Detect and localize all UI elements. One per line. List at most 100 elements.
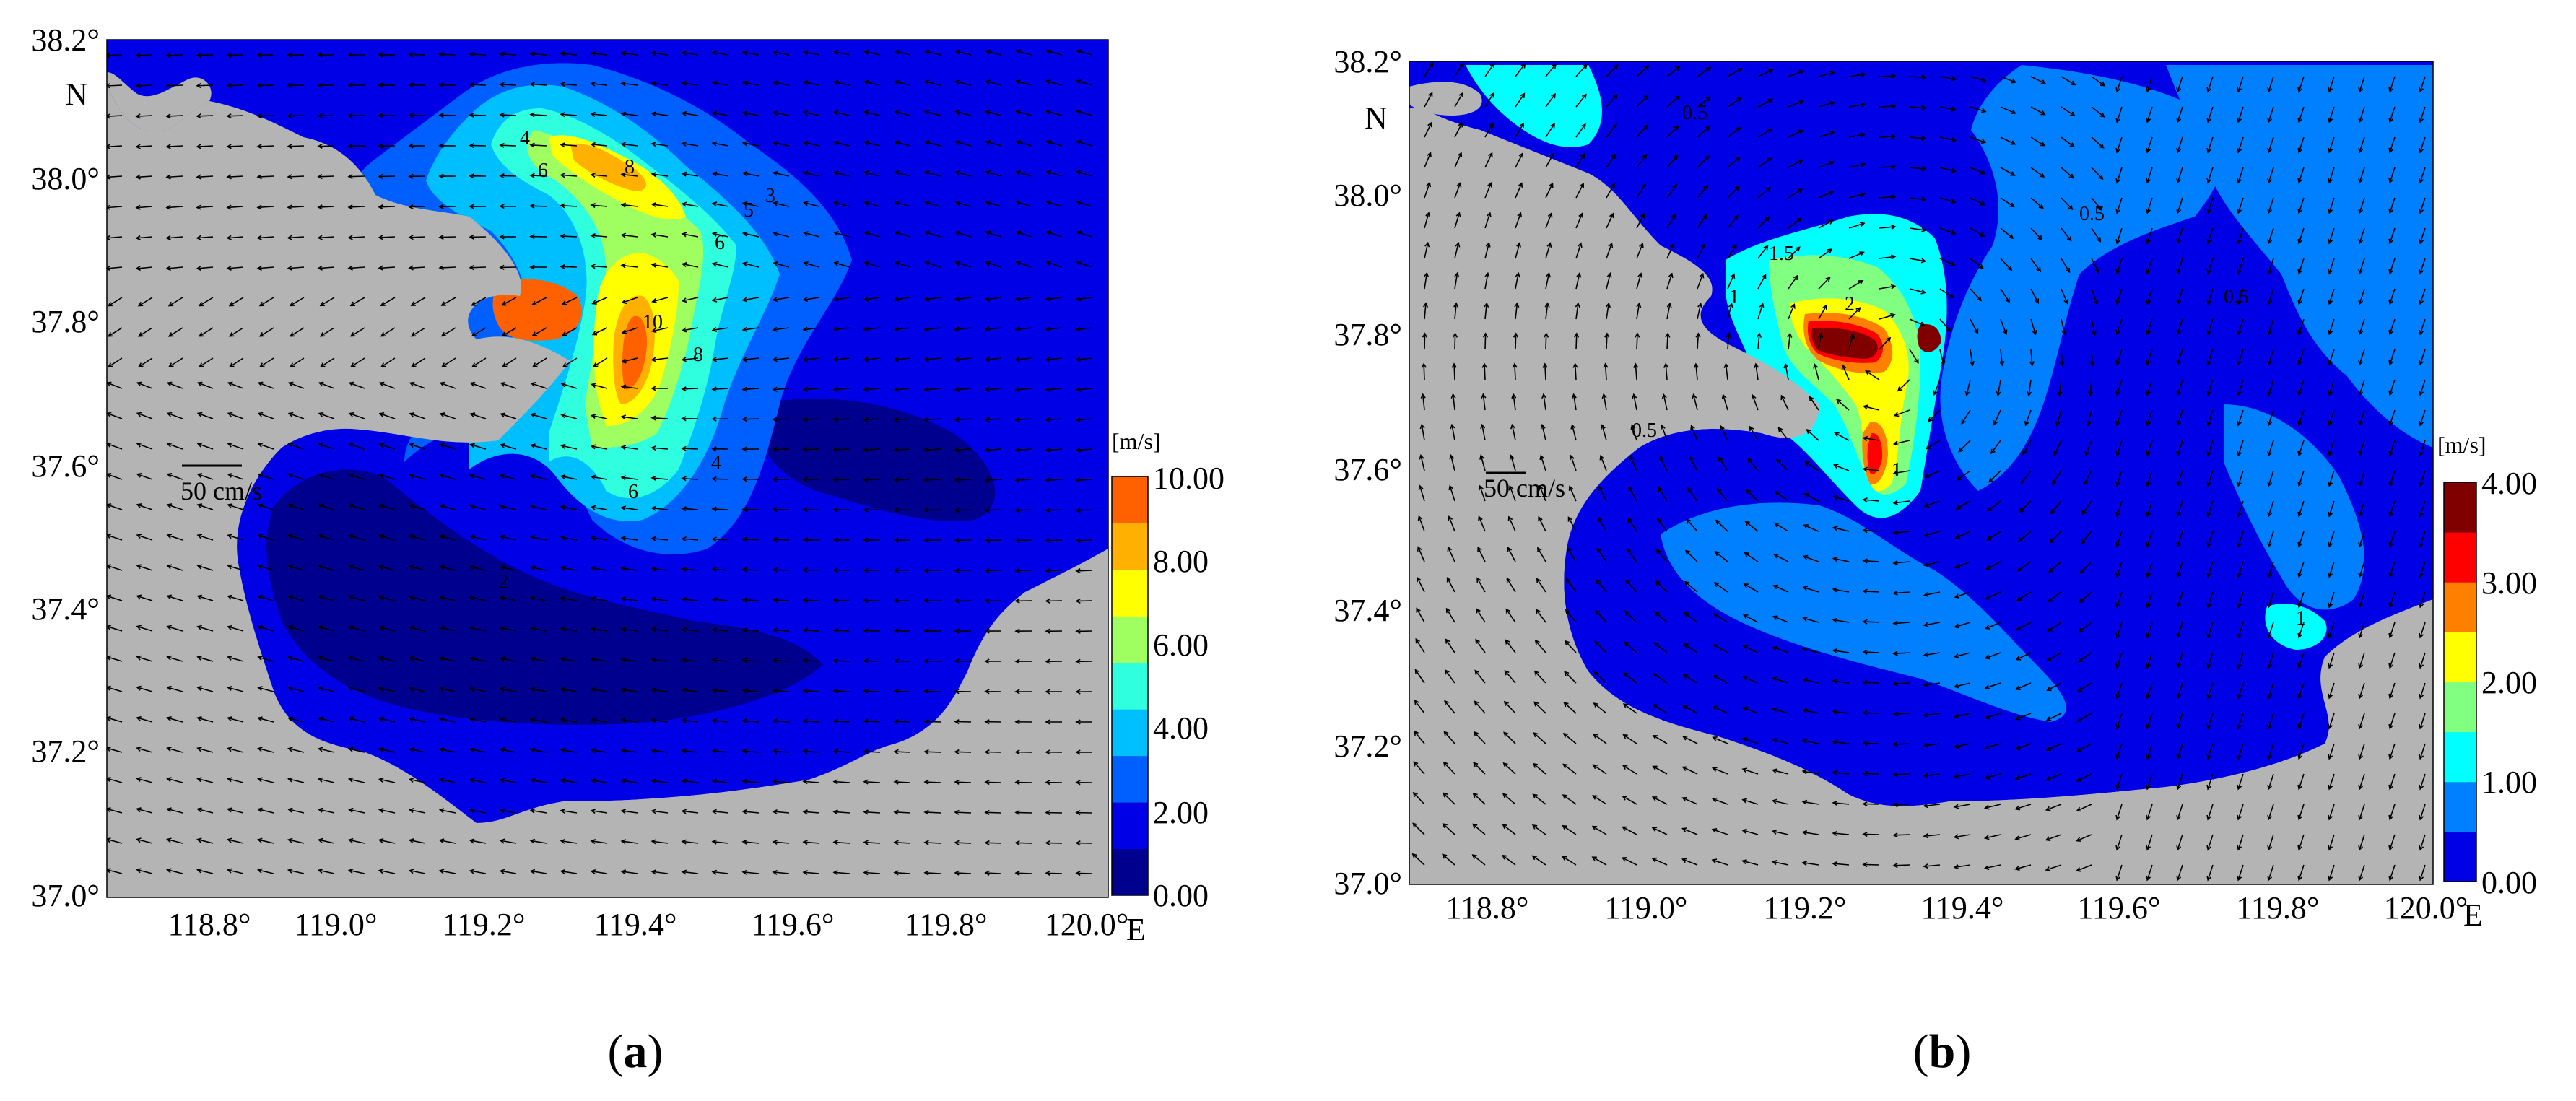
vector-arrow [289,297,305,307]
vector-arrow [681,445,699,451]
vector-arrow [1892,440,1910,446]
vector-arrow [2146,682,2153,700]
vector-arrow [1449,454,1455,471]
vector-arrow [1575,212,1583,229]
vector-arrow [317,82,335,88]
vector-arrow [532,357,547,367]
vector-arrow [1474,669,1486,684]
vector-arrow [2237,804,2244,821]
vector-arrow [257,473,274,480]
vector-arrow [107,113,123,119]
vector-arrow [772,326,790,332]
vector-arrow [1475,638,1486,653]
vector-arrow [499,838,517,844]
vector-arrow [2328,834,2335,851]
vector-arrow [1538,515,1546,532]
vector-arrow [560,443,578,450]
vector-arrow [2358,288,2365,305]
vector-arrow [167,327,183,337]
vector-arrow [1862,740,1880,747]
vector-arrow [2267,713,2274,730]
vector-arrow [348,412,365,419]
vector-arrow [2328,440,2335,457]
vector-arrow [409,473,426,480]
map-a: 4 6 8 6 10 8 6 4 2 5 3 [107,40,1108,897]
vector-arrow [2030,197,2045,209]
vector-arrow [1666,125,1679,138]
vector-arrow [1075,357,1093,362]
vector-arrow [863,261,881,268]
vector-arrow [378,777,396,783]
vector-arrow [408,82,426,88]
vector-arrow [1802,616,1819,623]
vector-arrow [1606,94,1618,108]
vector-arrow [2076,864,2092,872]
vector-arrow [1014,508,1032,513]
vector-arrow [1014,870,1032,876]
vector-arrow [1629,455,1637,471]
vector-arrow [711,869,729,875]
vector-arrow [1745,489,1759,502]
vector-arrow [2206,349,2214,366]
vector-arrow [1595,609,1607,623]
vector-arrow [256,144,274,149]
vector-arrow [1545,92,1557,108]
vector-arrow [1742,614,1759,623]
vector-arrow [2176,834,2183,851]
vector-arrow [802,718,820,724]
vector-arrow [166,807,183,814]
vector-arrow [529,264,547,270]
vector-arrow [287,113,305,119]
vector-arrow [2052,470,2062,485]
vector-arrow [650,415,669,421]
vector-arrow [2030,167,2045,178]
vector-arrow [2358,773,2365,791]
vector-arrow [923,658,941,664]
vector-arrow [378,381,396,389]
lat-tick-label: 37.2° [31,734,100,769]
vector-arrow [1045,628,1063,634]
colorbar-swatch [2444,731,2476,783]
contour-label-a: 6 [538,160,548,182]
vector-arrow [135,204,153,210]
vector-arrow [711,687,729,693]
vector-arrow [1539,454,1546,471]
vector-arrow [1806,428,1819,441]
vector-arrow [2237,440,2244,457]
vector-arrow [2076,682,2092,692]
vector-arrow [1682,705,1698,714]
vector-arrow [2146,713,2153,730]
vector-arrow [2388,379,2396,396]
vector-arrow [1414,730,1425,744]
vector-arrow [2388,652,2396,669]
vector-arrow [1788,100,1804,108]
vector-arrow [1751,393,1759,411]
vector-arrow [529,112,547,118]
vector-arrow [802,476,820,482]
vector-arrow [499,51,517,57]
vector-arrow [1653,673,1668,684]
vector-arrow [2146,531,2153,548]
vector-arrow [863,840,881,845]
vector-arrow [772,357,790,362]
vector-arrow [378,173,396,179]
vector-arrow [1484,182,1492,199]
vector-arrow [2146,500,2153,518]
vector-arrow [469,412,487,419]
vector-arrow [499,504,517,510]
vector-arrow [1045,719,1063,725]
vector-arrow [832,386,850,392]
vector-arrow [287,777,305,783]
vector-arrow [1848,307,1861,320]
sea-dark-a2 [757,399,996,521]
vector-arrow [499,112,517,118]
vector-arrow [1749,425,1759,441]
vector-arrow [1892,530,1910,536]
vector-arrow [1744,521,1759,532]
colorbar-swatch [2444,781,2476,832]
vector-arrow [2048,561,2062,573]
vector-arrow [469,747,487,753]
vector-arrow [1862,466,1880,472]
vector-arrow [196,747,214,753]
vector-arrow [471,357,487,367]
